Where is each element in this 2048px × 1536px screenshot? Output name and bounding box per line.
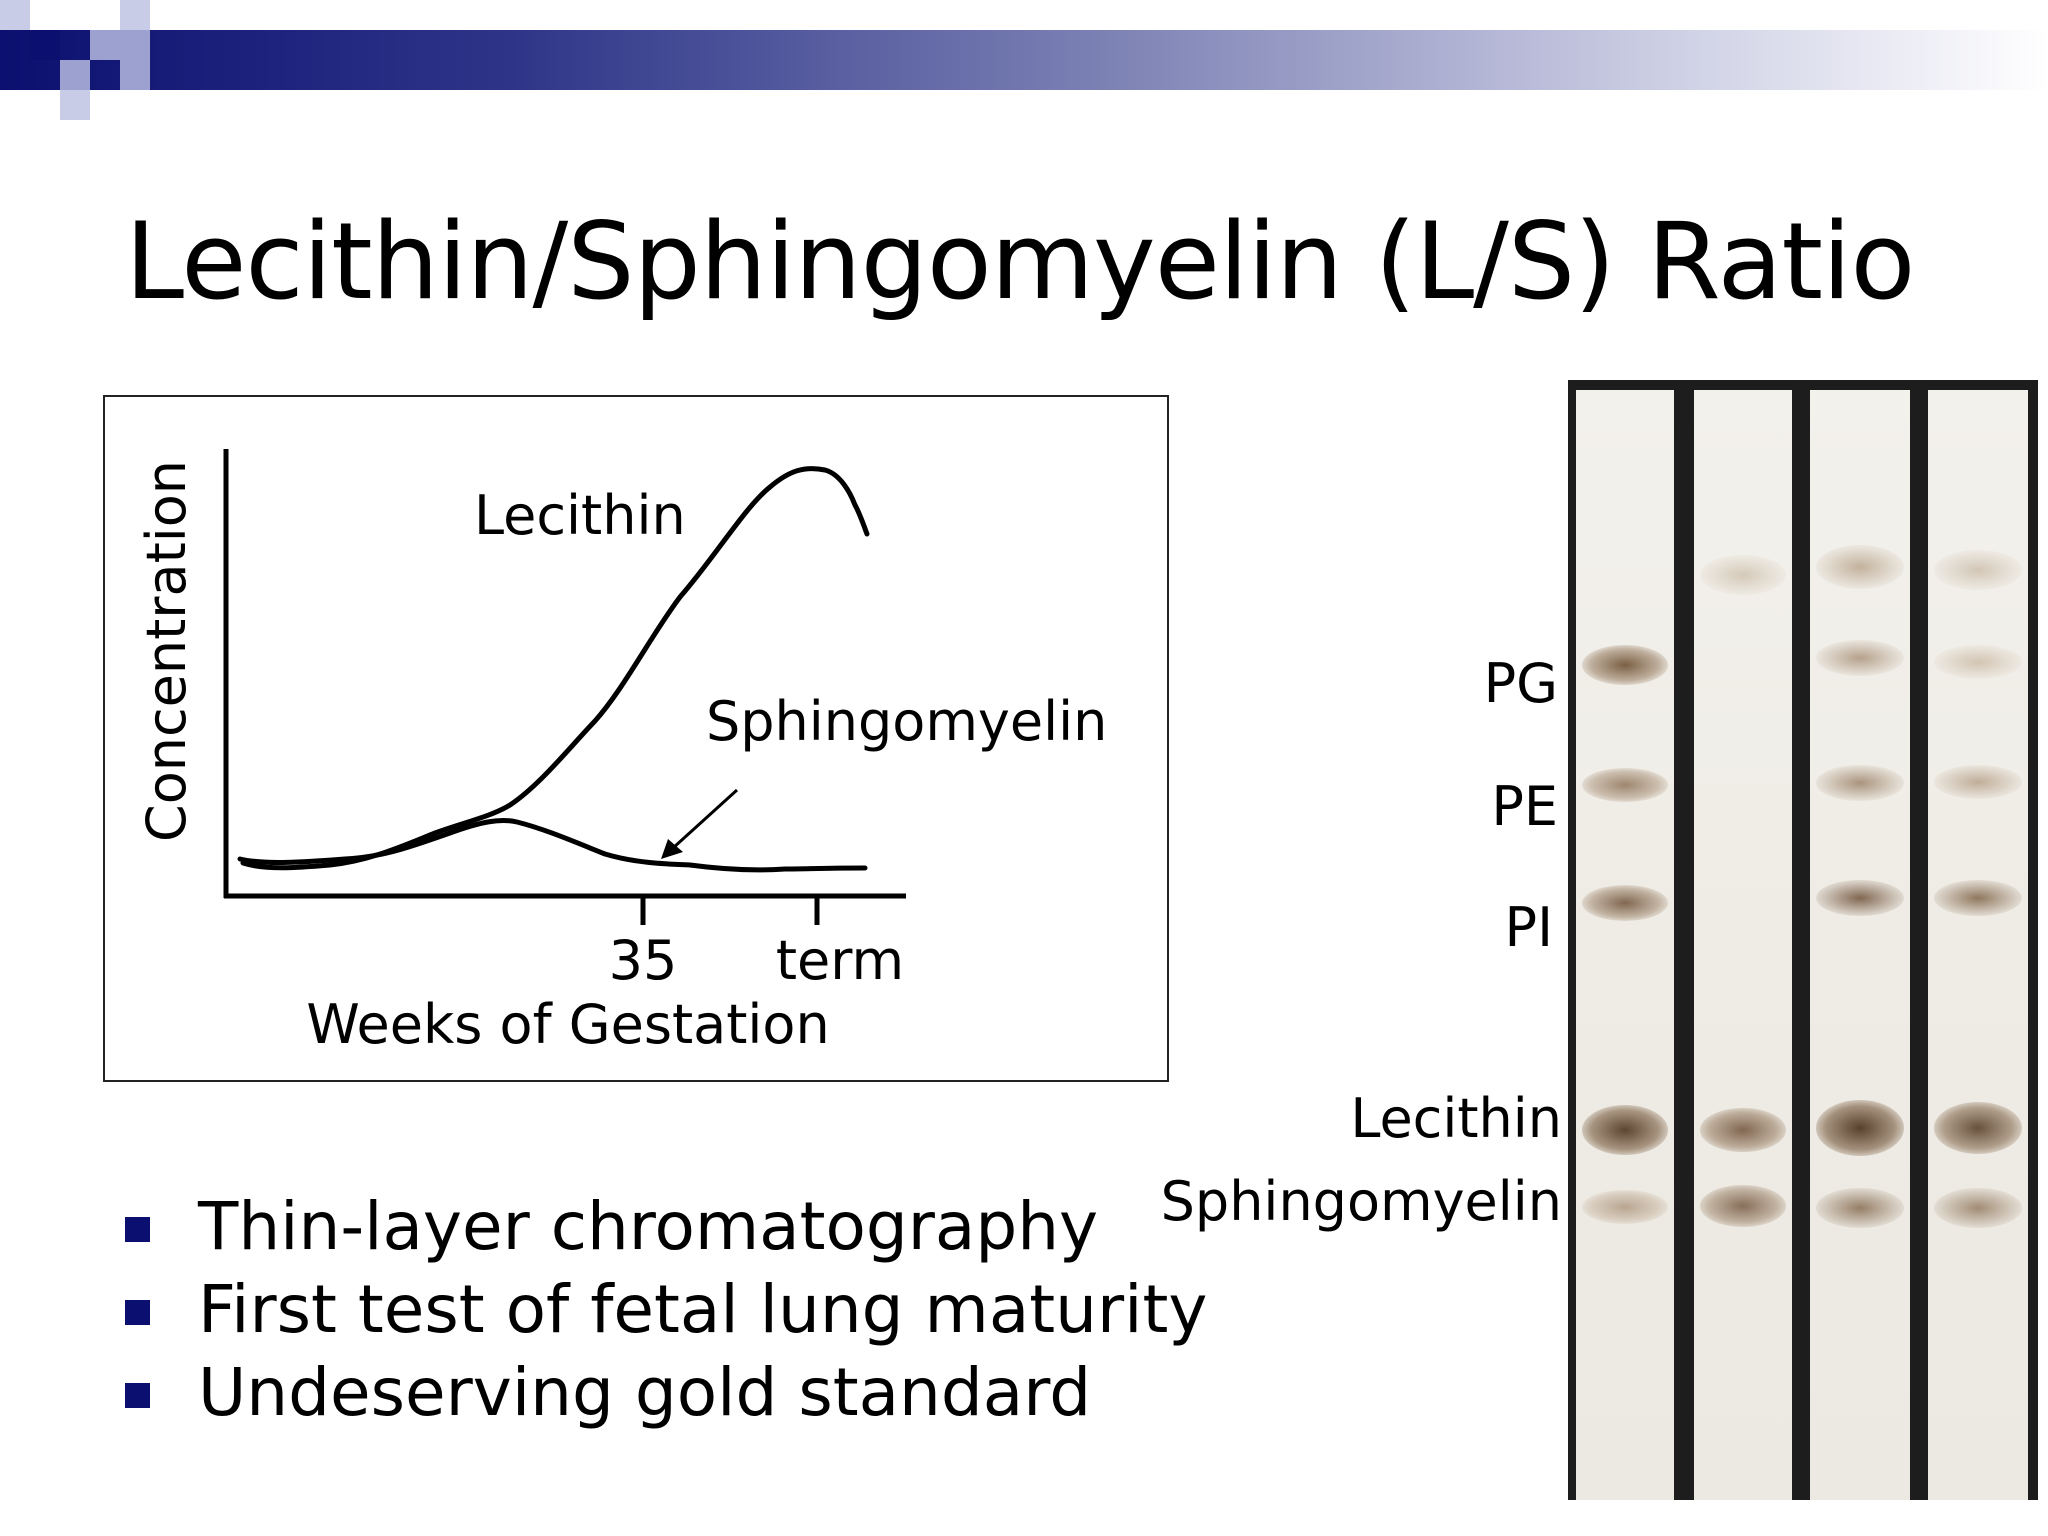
tlc-band-pi xyxy=(1582,885,1668,921)
tlc-band-lecithin xyxy=(1934,1102,2022,1154)
tlc-label-sphingomyelin: Sphingomyelin xyxy=(1160,1170,1562,1233)
bullet-list: Thin-layer chromatography First test of … xyxy=(122,1185,1207,1434)
tlc-lane xyxy=(1928,390,2028,1500)
chart-canvas: Lecithin Sphingomyelin 35 term Weeks of … xyxy=(135,449,1107,1056)
tlc-band-pi xyxy=(1934,880,2022,916)
tlc-band-pe xyxy=(1934,765,2022,799)
sphingomyelin-label: Sphingomyelin xyxy=(706,690,1107,753)
bullet-item: Undeserving gold standard xyxy=(122,1351,1207,1434)
tlc-band-sphingomyelin xyxy=(1582,1190,1668,1224)
header-square xyxy=(90,30,150,60)
tlc-band xyxy=(1934,550,2022,590)
tlc-label-pi: PI xyxy=(1504,896,1554,959)
tlc-band-pg xyxy=(1934,645,2022,679)
slide-title: Lecithin/Sphingomyelin (L/S) Ratio xyxy=(125,200,1915,323)
x-axis-title: Weeks of Gestation xyxy=(306,993,829,1056)
tlc-band-pe xyxy=(1816,765,1904,801)
bullet-square-icon xyxy=(125,1217,150,1242)
y-axis-title: Concentration xyxy=(135,460,198,842)
sphingomyelin-arrowhead xyxy=(661,839,683,859)
tlc-label-lecithin: Lecithin xyxy=(1350,1087,1562,1150)
header-square xyxy=(120,60,150,90)
tlc-plate-photo xyxy=(1568,380,2038,1500)
lecithin-label: Lecithin xyxy=(474,484,686,547)
tlc-lane xyxy=(1810,390,1910,1500)
tlc-band-sphingomyelin xyxy=(1934,1188,2022,1228)
bullet-square-icon xyxy=(125,1383,150,1408)
tlc-label-pg: PG xyxy=(1483,652,1558,715)
tlc-band xyxy=(1816,545,1904,589)
tlc-band-sphingomyelin xyxy=(1700,1185,1786,1227)
bullet-text: Thin-layer chromatography xyxy=(198,1188,1099,1265)
tlc-band-pe xyxy=(1582,768,1668,802)
header-square xyxy=(60,60,90,90)
tlc-band-lecithin xyxy=(1582,1105,1668,1155)
bullet-square-icon xyxy=(125,1300,150,1325)
bullet-text: First test of fetal lung maturity xyxy=(198,1271,1208,1348)
bullet-text: Undeserving gold standard xyxy=(198,1354,1092,1431)
tlc-band xyxy=(1700,555,1786,595)
tlc-band-sphingomyelin xyxy=(1816,1188,1904,1228)
tlc-lane xyxy=(1694,390,1792,1500)
x-tick-label-35: 35 xyxy=(609,929,678,992)
tlc-band-pi xyxy=(1816,880,1904,916)
header-square xyxy=(120,0,150,30)
tlc-band-lecithin xyxy=(1700,1108,1786,1152)
sphingomyelin-curve xyxy=(237,818,868,873)
concentration-chart: Lecithin Sphingomyelin 35 term Weeks of … xyxy=(103,395,1169,1082)
header-gradient-band xyxy=(0,30,2048,90)
header-square xyxy=(0,0,30,30)
header-square xyxy=(30,30,60,60)
tlc-band-pg xyxy=(1816,640,1904,676)
sphingomyelin-arrow-line xyxy=(671,788,739,850)
bullet-item: First test of fetal lung maturity xyxy=(122,1268,1207,1351)
bullet-item: Thin-layer chromatography xyxy=(122,1185,1207,1268)
tlc-band-pg xyxy=(1582,645,1668,685)
x-tick-label-term: term xyxy=(776,929,904,992)
tlc-lane xyxy=(1576,390,1674,1500)
header-square xyxy=(60,90,90,120)
tlc-label-pe: PE xyxy=(1491,775,1558,838)
tlc-band-lecithin xyxy=(1816,1100,1904,1156)
